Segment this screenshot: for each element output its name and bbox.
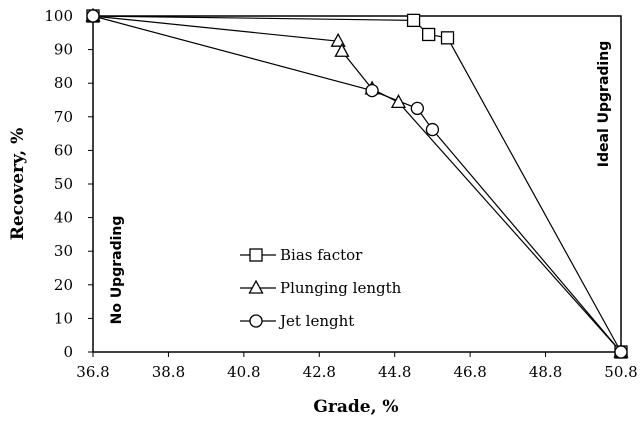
data-point-triangle [390, 93, 407, 109]
legend: Bias factor Plunging length Jet lenght [240, 246, 402, 330]
y-axis-ticks: 0 10 20 30 40 50 60 70 80 90 100 [44, 7, 93, 361]
x-axis-title: Grade, % [313, 397, 398, 417]
data-point-circle [425, 122, 440, 137]
series-markers-triangle [85, 7, 629, 358]
y-tick-label: 100 [44, 7, 73, 25]
series-markers-square [86, 9, 628, 359]
legend-entry: Bias factor [240, 246, 363, 264]
y-axis-title: Recovery, % [8, 128, 28, 241]
data-point-circle [365, 83, 379, 98]
y-tick-label: 30 [54, 242, 73, 260]
data-point-circle [614, 345, 628, 359]
data-point-circle [86, 9, 100, 23]
data-point-triangle [330, 32, 346, 47]
data-point-triangle [334, 42, 350, 57]
plot-border [92, 15, 622, 353]
legend-label: Bias factor [280, 246, 363, 264]
annotation-no-upgrading: No Upgrading [109, 216, 125, 325]
y-tick-label: 10 [54, 309, 73, 327]
y-tick-label: 60 [54, 141, 73, 159]
x-tick-label: 50.8 [604, 363, 637, 381]
data-point-square [406, 13, 421, 28]
y-tick-label: 0 [63, 343, 73, 361]
legend-entry: Plunging length [240, 279, 402, 297]
data-point-square [440, 31, 455, 45]
series-triangle [92, 15, 622, 353]
series-line [92, 15, 622, 353]
series-line [92, 15, 622, 353]
legend-label: Jet lenght [278, 312, 354, 330]
y-tick-label: 80 [54, 74, 73, 92]
y-tick-label: 90 [54, 41, 73, 59]
legend-marker-square [249, 248, 263, 262]
x-tick-label: 48.8 [529, 363, 562, 381]
x-tick-label: 46.8 [453, 363, 486, 381]
legend-label: Plunging length [280, 279, 402, 297]
legend-entry: Jet lenght [240, 312, 354, 330]
y-tick-label: 50 [54, 175, 73, 193]
series-markers-circle [86, 9, 628, 359]
legend-marker-circle [249, 314, 263, 328]
plot-frame [92, 15, 622, 353]
x-tick-label: 40.8 [227, 363, 260, 381]
x-tick-label: 44.8 [378, 363, 411, 381]
x-tick-label: 42.8 [303, 363, 336, 381]
legend-marker-triangle [248, 279, 264, 294]
series-circle [92, 15, 622, 353]
x-axis-ticks: 36.8 38.8 40.8 42.8 44.8 46.8 48.8 50.8 [76, 352, 638, 381]
y-tick-label: 20 [54, 276, 73, 294]
series-line [92, 15, 622, 353]
x-tick-label: 38.8 [152, 363, 185, 381]
series-layer [85, 7, 629, 359]
series-square [92, 15, 622, 353]
annotation-ideal-upgrading: Ideal Upgrading [596, 41, 612, 167]
data-point-square [422, 27, 436, 42]
y-tick-label: 40 [54, 209, 73, 227]
data-point-circle [410, 101, 424, 116]
y-tick-label: 70 [54, 108, 73, 126]
x-tick-label: 36.8 [76, 363, 109, 381]
